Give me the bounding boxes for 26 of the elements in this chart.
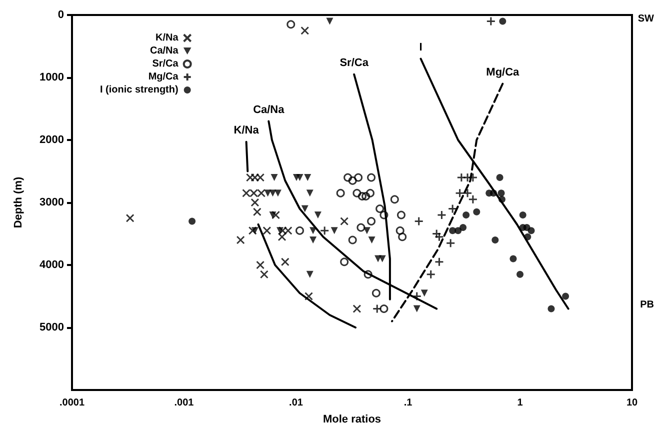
y-axis-title: Depth (m) — [12, 176, 24, 228]
y-tick-label: 1000 — [40, 72, 64, 84]
y-tick-label: 4000 — [40, 259, 64, 271]
legend-label: Ca/Na — [150, 46, 179, 56]
series-label: I — [419, 41, 422, 54]
series-label: Sr/Ca — [340, 56, 370, 69]
x-tick-label: 1 — [517, 398, 524, 408]
legend-label: I (ionic strength) — [100, 84, 178, 96]
x-tick-label: 10 — [626, 398, 638, 408]
text: PB — [640, 300, 654, 310]
legend-label: Mg/Ca — [148, 72, 179, 82]
y-tick-label: 0 — [58, 9, 64, 21]
legend-label: K/Na — [156, 32, 179, 44]
x-tick-label: .0001 — [59, 398, 85, 408]
series-label: Ca/Na — [253, 104, 286, 116]
text: SW — [638, 14, 655, 24]
y-tick-label: 2000 — [40, 134, 64, 146]
x-tick-label: .01 — [289, 398, 304, 408]
y-tick-label: 5000 — [40, 322, 64, 334]
y-tick-label: 3000 — [40, 196, 64, 208]
x-tick-label: .001 — [174, 398, 194, 408]
x-tick-label: .1 — [404, 398, 413, 408]
x-axis-title: Mole ratios — [322, 414, 382, 426]
series-label: K/Na — [234, 124, 260, 136]
series-label: Mg/Ca — [486, 66, 520, 78]
legend-label: Sr/Ca — [152, 58, 179, 70]
